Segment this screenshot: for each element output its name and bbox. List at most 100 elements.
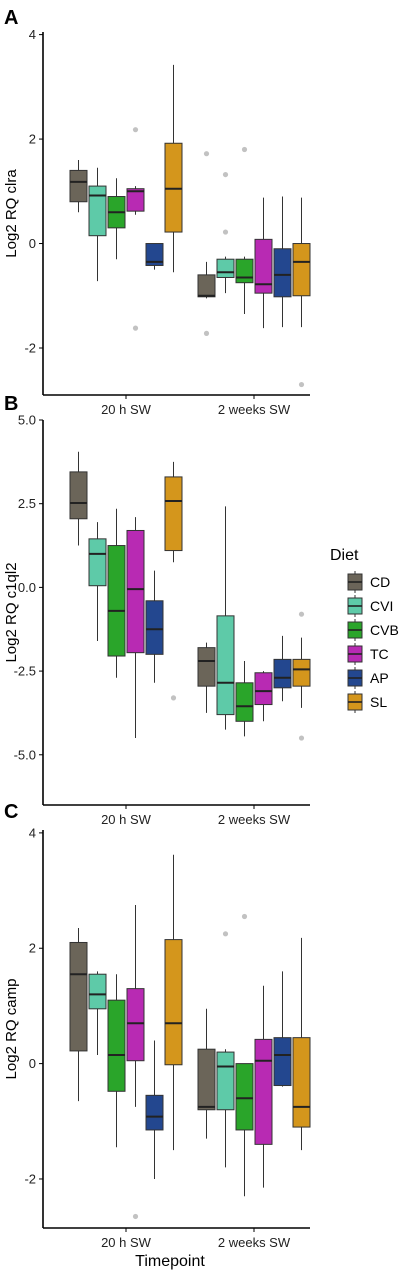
outlier-point <box>241 146 248 153</box>
panel-letter: A <box>4 7 18 29</box>
box-body <box>145 600 164 655</box>
box-body <box>292 658 311 687</box>
box-body <box>88 538 107 587</box>
y-tick-label: 2 <box>29 132 36 147</box>
outlier-point <box>241 913 248 920</box>
box-tc-2weeks <box>254 985 273 1188</box>
box-body <box>273 1037 292 1087</box>
box-body <box>254 1038 273 1145</box>
legend-item-ap: AP <box>347 667 389 689</box>
legend-label: CVB <box>370 622 399 638</box>
y-tick-label: 2.5 <box>18 496 36 511</box>
y-tick-label: 0.0 <box>18 580 36 595</box>
box-body <box>216 615 235 716</box>
y-tick-label: 0 <box>29 1056 36 1071</box>
legend-label: CVI <box>370 598 393 614</box>
box-sl-2weeks <box>292 611 311 741</box>
y-tick-label: 0 <box>29 236 36 251</box>
legend-item-cd: CD <box>347 571 390 593</box>
box-ap-20h <box>145 243 164 270</box>
panel-b: B5.0 2.5 0.0 -2.5 -5.0 20 h SW 2 weeks SW Log2 … <box>3 393 311 827</box>
legend-item-tc: TC <box>347 643 389 665</box>
box-body <box>254 238 273 294</box>
box-body <box>164 476 183 552</box>
box-tc-20h <box>126 517 145 739</box>
y-tick-label: 4 <box>29 27 36 42</box>
outlier-point <box>222 171 229 178</box>
box-body <box>273 248 292 298</box>
box-ap-2weeks <box>273 971 292 1087</box>
box-body <box>164 142 183 233</box>
box-body <box>292 243 311 297</box>
legend-label: SL <box>370 694 387 710</box>
panel-c: C4 2 0 -2 20 h SW 2 weeks SW Log2 RQ camp Timep… <box>3 801 311 1270</box>
box-cvi-2weeks <box>216 506 235 730</box>
box-cvi-20h <box>88 971 107 1055</box>
box-body <box>273 658 292 689</box>
y-axis-label: Log2 RQ clra <box>3 169 20 258</box>
box-cvi-20h <box>88 522 107 641</box>
box-cvi-20h <box>88 167 107 282</box>
box-body <box>88 185 107 237</box>
box-sl-2weeks <box>292 197 311 388</box>
y-tick-label: 5.0 <box>18 413 36 428</box>
box-cd-20h <box>69 451 88 546</box>
box-ap-20h <box>145 1040 164 1179</box>
box-cvb-2weeks <box>235 146 254 315</box>
box-cd-2weeks <box>197 1008 216 1139</box>
legend: Diet CD CVI CVB TC AP SL <box>330 547 399 713</box>
outlier-point <box>298 611 305 617</box>
box-cvb-20h <box>107 178 126 260</box>
outlier-point <box>170 695 177 701</box>
legend-item-sl: SL <box>347 691 387 713</box>
x-tick-label: 2 weeks SW <box>218 1235 291 1250</box>
box-body <box>216 1051 235 1111</box>
outlier-point <box>132 1213 139 1220</box>
box-body <box>69 471 88 520</box>
y-tick-label: -2 <box>24 1171 36 1186</box>
box-cvb-2weeks <box>235 661 254 737</box>
box-body <box>216 258 235 278</box>
box-body <box>107 545 126 657</box>
y-tick-label: -5.0 <box>14 747 36 762</box>
box-cvb-2weeks <box>235 913 254 1197</box>
box-cd-2weeks <box>197 151 216 336</box>
box-body <box>107 999 126 1092</box>
box-body <box>254 672 273 706</box>
panel-letter: C <box>4 801 18 823</box>
box-body <box>197 647 216 687</box>
box-body <box>69 169 88 203</box>
y-axis-label: Log2 RQ c1ql2 <box>3 562 20 662</box>
box-body <box>197 1048 216 1111</box>
y-tick-label: 2 <box>29 941 36 956</box>
box-body <box>292 1037 311 1128</box>
box-cvb-20h <box>107 974 126 1148</box>
legend-label: CD <box>370 574 390 590</box>
box-cd-20h <box>69 159 88 213</box>
box-cvi-2weeks <box>216 931 235 1168</box>
box-sl-20h <box>164 854 183 1151</box>
box-body <box>164 939 183 1066</box>
outlier-point <box>132 127 139 133</box>
x-tick-label: 20 h SW <box>101 812 152 827</box>
box-cd-2weeks <box>197 642 216 713</box>
box-body <box>235 258 254 284</box>
outlier-point <box>298 381 305 388</box>
box-sl-20h <box>164 64 183 273</box>
legend-title: Diet <box>330 547 359 564</box>
box-body <box>126 529 145 654</box>
box-tc-20h <box>126 904 145 1220</box>
box-sl-20h <box>164 461 183 701</box>
box-sl-2weeks <box>292 937 311 1151</box>
legend-item-cvi: CVI <box>347 595 393 617</box>
box-body <box>145 1094 164 1131</box>
box-body <box>126 988 145 1062</box>
box-body <box>126 188 145 212</box>
outlier-point <box>203 330 210 336</box>
x-axis-label: Timepoint <box>135 1253 205 1270</box>
outlier-point <box>222 931 229 937</box>
outlier-point <box>298 735 305 741</box>
panel-a: A4 2 0 -2 20 h SW 2 weeks SW Log2 RQ clra <box>3 7 311 417</box>
outlier-point <box>203 151 210 157</box>
